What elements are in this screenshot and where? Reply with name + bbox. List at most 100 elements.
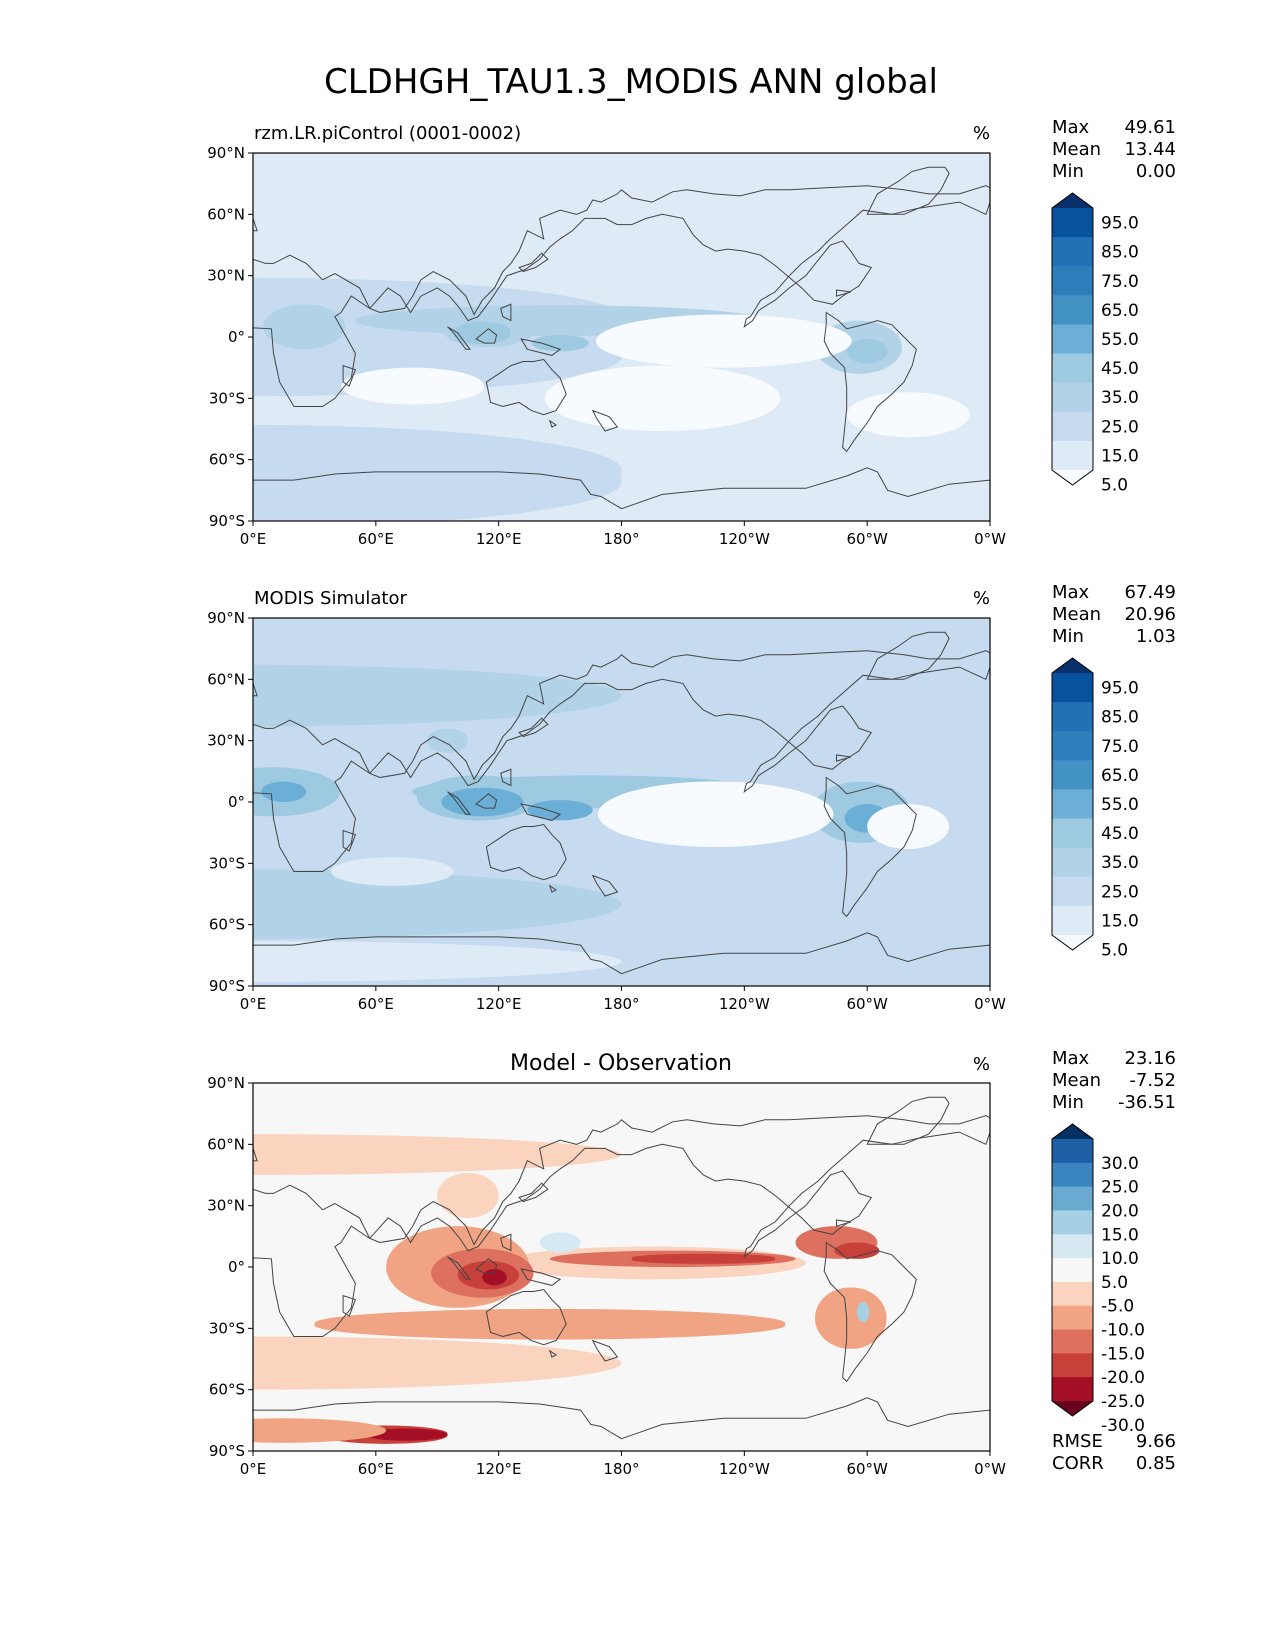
stat-max-value: 23.16 <box>1124 1048 1176 1069</box>
colorbar-swatch <box>1052 818 1093 849</box>
colorbar-tick-label: 35.0 <box>1101 853 1139 873</box>
metric-corr-label: CORR <box>1052 1453 1104 1474</box>
field-patch <box>330 857 454 886</box>
field-patch <box>867 804 950 850</box>
lon-tick-label: 120°E <box>476 1460 522 1478</box>
coastline <box>253 185 990 407</box>
lat-tick-label: 60°N <box>207 205 245 223</box>
coastline <box>823 776 917 918</box>
field-patch <box>253 1336 622 1390</box>
stat-mean-label: Mean <box>1052 604 1101 625</box>
lon-tick-label: 0°W <box>974 1460 1006 1478</box>
colorbar-tick-label: 25.0 <box>1101 1178 1139 1198</box>
stat-mean-label: Mean <box>1052 139 1101 160</box>
units-label: % <box>973 588 990 609</box>
colorbar-tick-label: 95.0 <box>1101 679 1139 699</box>
colorbar-tick-label: 15.0 <box>1101 446 1139 466</box>
colorbar-tick-label: -20.0 <box>1101 1368 1145 1388</box>
metrics-block: RMSE 9.66 CORR 0.85 <box>1052 1431 1176 1474</box>
colorbar-swatch <box>1052 1305 1093 1331</box>
panel-difference: Model - Observation % 90°N 60°N 30°N 0° 30°S… <box>207 1048 1176 1478</box>
field-patch <box>253 424 622 521</box>
colorbar-swatch <box>1052 1162 1093 1188</box>
coastline <box>866 631 950 680</box>
metric-corr-value: 0.85 <box>1136 1453 1176 1474</box>
lat-tick-label: 30°N <box>207 1197 245 1215</box>
colorbar-tick-label: 75.0 <box>1101 737 1139 757</box>
field-patch <box>253 869 622 939</box>
colorbar-extend-bottom <box>1052 470 1093 485</box>
colorbar-extend-bottom <box>1052 935 1093 950</box>
field-patch <box>527 799 593 821</box>
lon-tick-label: 0°W <box>974 995 1006 1013</box>
colorbar-swatch <box>1052 1329 1093 1354</box>
lat-tick-label: 90°S <box>209 977 245 995</box>
stat-max-label: Max <box>1052 582 1090 603</box>
lon-tick-label: 60°W <box>846 995 888 1013</box>
lat-tick-label: 90°N <box>207 1074 245 1092</box>
colorbar-tick-label: 65.0 <box>1101 301 1139 321</box>
lat-tick-label: 60°S <box>209 1381 245 1399</box>
colorbar-swatch <box>1052 760 1093 790</box>
lon-tick-label: 0°E <box>240 1460 267 1478</box>
lat-tick-label: 30°S <box>209 854 245 872</box>
colorbar: 95.0 85.0 75.0 65.0 55.0 45.0 35.0 25.0 15.0 5.0 <box>1051 192 1139 496</box>
field-patch <box>253 941 622 982</box>
colorbar-tick-label: 25.0 <box>1101 417 1139 437</box>
colorbar-tick-label: 85.0 <box>1101 708 1139 728</box>
coastline <box>485 823 567 881</box>
lat-tick-label: 30°S <box>209 389 245 407</box>
colorbar-swatch <box>1052 1377 1093 1402</box>
panel-title: Model - Observation <box>510 1051 732 1076</box>
map-area <box>253 153 990 521</box>
colorbar-tick-label: 30.0 <box>1101 1154 1139 1174</box>
field-patch <box>253 665 622 727</box>
stats-block: Max 23.16 Mean -7.52 Min -36.51 <box>1052 1048 1176 1113</box>
lon-tick-label: 60°W <box>846 1460 888 1478</box>
lon-tick-label: 0°E <box>240 995 267 1013</box>
field-patch <box>846 392 970 438</box>
colorbar-tick-label: 65.0 <box>1101 766 1139 786</box>
stat-min-label: Min <box>1052 161 1084 182</box>
stat-max-label: Max <box>1052 117 1090 138</box>
figure-title: CLDHGH_TAU1.3_MODIS ANN global <box>324 62 938 102</box>
lat-tick-label: 90°S <box>209 1442 245 1460</box>
stat-mean-value: 20.96 <box>1124 604 1176 625</box>
lat-tick-label: 90°S <box>209 512 245 530</box>
colorbar-swatch <box>1052 1281 1093 1307</box>
coastline <box>253 932 990 986</box>
units-label: % <box>973 123 990 144</box>
lon-tick-label: 60°E <box>358 995 394 1013</box>
map-area <box>253 618 990 986</box>
colorbar-swatch <box>1052 1186 1093 1211</box>
colorbar-tick-label: 25.0 <box>1101 882 1139 902</box>
lon-tick-label: 60°W <box>846 530 888 548</box>
field-patch <box>341 367 485 405</box>
colorbar-tick-label: 45.0 <box>1101 359 1139 379</box>
colorbar-swatch <box>1052 876 1093 907</box>
stat-min-value: 1.03 <box>1136 626 1176 647</box>
lat-tick-label: 60°N <box>207 670 245 688</box>
field-patch <box>314 1308 786 1340</box>
field-patch <box>453 321 511 345</box>
map-area <box>253 1083 990 1451</box>
colorbar-tick-label: 45.0 <box>1101 824 1139 844</box>
lon-tick-label: 180° <box>603 995 639 1013</box>
colorbar-outline <box>1051 192 1094 486</box>
colorbar-tick-label: 5.0 <box>1101 476 1128 496</box>
field-patch <box>365 1428 448 1441</box>
colorbar-swatch <box>1052 731 1093 761</box>
colorbar-tick-label: 55.0 <box>1101 795 1139 815</box>
colorbar-tick-label: -30.0 <box>1101 1416 1145 1436</box>
colorbar-outline <box>1051 657 1094 951</box>
lon-tick-label: 180° <box>603 530 639 548</box>
coastline <box>253 467 990 521</box>
lat-tick-label: 90°N <box>207 609 245 627</box>
coastline <box>253 1115 990 1337</box>
colorbar-swatch <box>1052 324 1093 355</box>
lat-tick-label: 60°S <box>209 916 245 934</box>
colorbar-tick-label: 15.0 <box>1101 911 1139 931</box>
lon-tick-label: 0°W <box>974 530 1006 548</box>
colorbar-tick-label: -10.0 <box>1101 1321 1145 1341</box>
